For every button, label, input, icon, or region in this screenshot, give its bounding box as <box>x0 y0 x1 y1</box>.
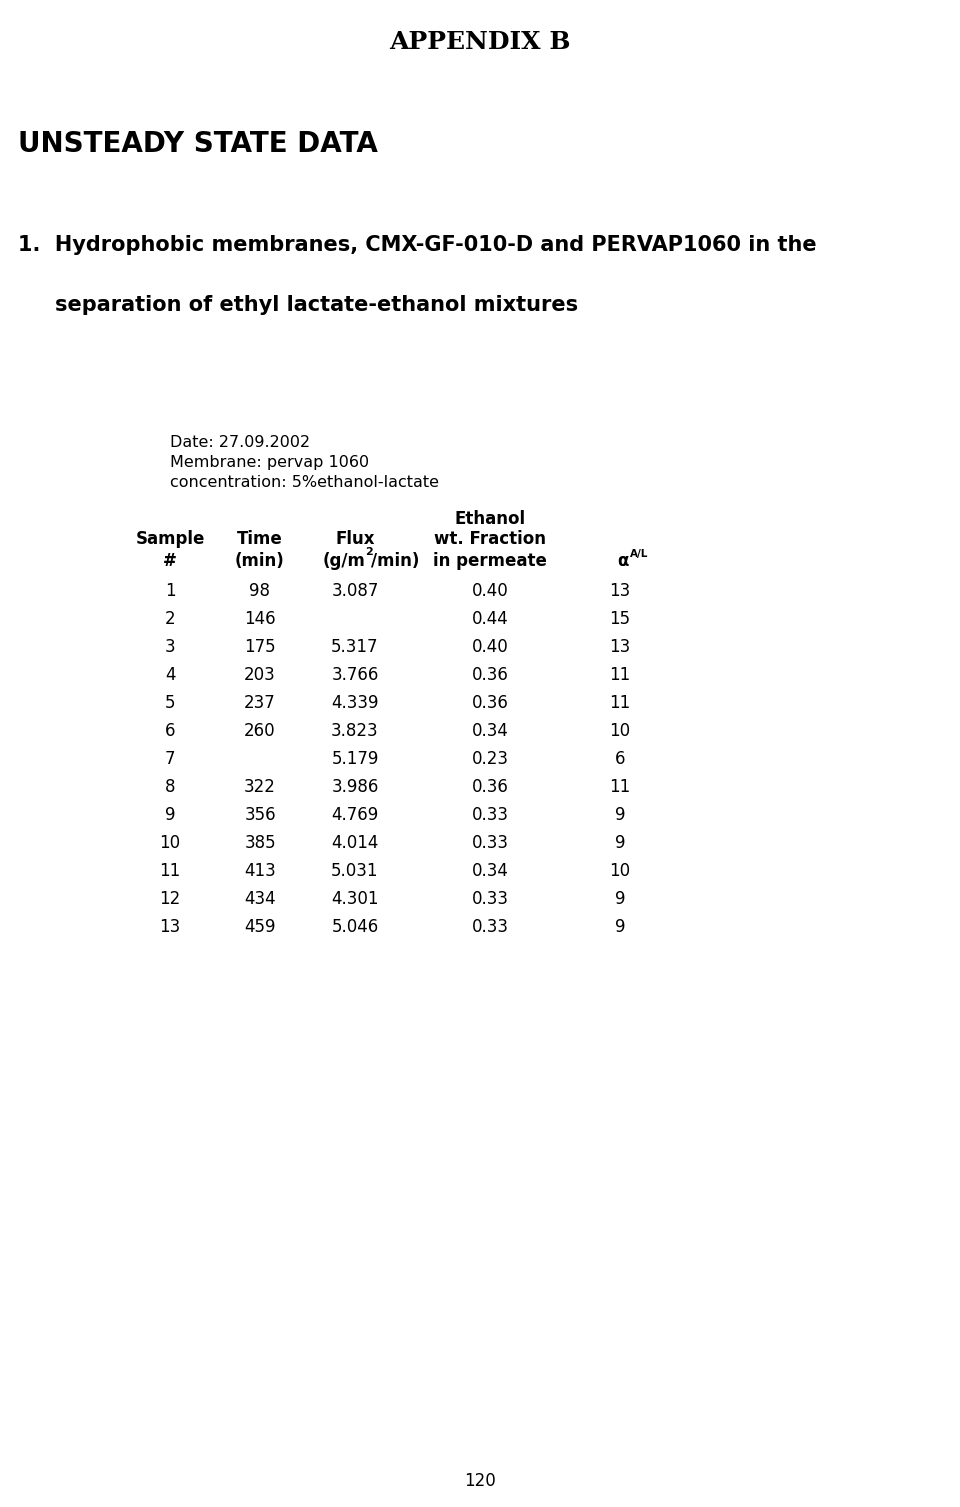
Text: 4: 4 <box>165 666 176 684</box>
Text: A/L: A/L <box>630 549 648 559</box>
Text: 203: 203 <box>244 666 276 684</box>
Text: 3.986: 3.986 <box>331 778 378 796</box>
Text: 385: 385 <box>244 833 276 851</box>
Text: 11: 11 <box>159 862 180 880</box>
Text: 5.031: 5.031 <box>331 862 379 880</box>
Text: in permeate: in permeate <box>433 552 547 570</box>
Text: 260: 260 <box>244 722 276 740</box>
Text: 9: 9 <box>614 891 625 909</box>
Text: 8: 8 <box>165 778 176 796</box>
Text: 434: 434 <box>244 891 276 909</box>
Text: 0.40: 0.40 <box>471 582 509 600</box>
Text: 4.339: 4.339 <box>331 695 379 711</box>
Text: 356: 356 <box>244 806 276 824</box>
Text: 4.301: 4.301 <box>331 891 379 909</box>
Text: /min): /min) <box>371 552 420 570</box>
Text: Time: Time <box>237 530 283 549</box>
Text: 1: 1 <box>165 582 176 600</box>
Text: 10: 10 <box>159 833 180 851</box>
Text: 237: 237 <box>244 695 276 711</box>
Text: 9: 9 <box>165 806 176 824</box>
Text: 0.44: 0.44 <box>471 610 509 628</box>
Text: 4.014: 4.014 <box>331 833 378 851</box>
Text: 6: 6 <box>165 722 176 740</box>
Text: 0.33: 0.33 <box>471 891 509 909</box>
Text: Ethanol: Ethanol <box>454 509 525 527</box>
Text: Membrane: pervap 1060: Membrane: pervap 1060 <box>170 455 370 470</box>
Text: 322: 322 <box>244 778 276 796</box>
Text: 5.179: 5.179 <box>331 750 378 769</box>
Text: 9: 9 <box>614 833 625 851</box>
Text: separation of ethyl lactate-ethanol mixtures: separation of ethyl lactate-ethanol mixt… <box>55 295 578 315</box>
Text: 7: 7 <box>165 750 176 769</box>
Text: 0.36: 0.36 <box>471 778 509 796</box>
Text: 2: 2 <box>165 610 176 628</box>
Text: Flux: Flux <box>335 530 374 549</box>
Text: 3.766: 3.766 <box>331 666 378 684</box>
Text: 10: 10 <box>610 862 631 880</box>
Text: 459: 459 <box>244 918 276 936</box>
Text: 0.34: 0.34 <box>471 862 509 880</box>
Text: 11: 11 <box>610 666 631 684</box>
Text: 146: 146 <box>244 610 276 628</box>
Text: 98: 98 <box>250 582 271 600</box>
Text: 9: 9 <box>614 918 625 936</box>
Text: 13: 13 <box>610 582 631 600</box>
Text: 11: 11 <box>610 778 631 796</box>
Text: Sample: Sample <box>135 530 204 549</box>
Text: α: α <box>617 552 629 570</box>
Text: 0.34: 0.34 <box>471 722 509 740</box>
Text: 0.33: 0.33 <box>471 918 509 936</box>
Text: 15: 15 <box>610 610 631 628</box>
Text: 13: 13 <box>159 918 180 936</box>
Text: 0.33: 0.33 <box>471 806 509 824</box>
Text: 0.33: 0.33 <box>471 833 509 851</box>
Text: 175: 175 <box>244 637 276 656</box>
Text: wt. Fraction: wt. Fraction <box>434 530 546 549</box>
Text: concentration: 5%ethanol-lactate: concentration: 5%ethanol-lactate <box>170 475 439 490</box>
Text: (g/m: (g/m <box>323 552 366 570</box>
Text: 13: 13 <box>610 637 631 656</box>
Text: 4.769: 4.769 <box>331 806 378 824</box>
Text: #: # <box>163 552 177 570</box>
Text: 413: 413 <box>244 862 276 880</box>
Text: 0.23: 0.23 <box>471 750 509 769</box>
Text: 11: 11 <box>610 695 631 711</box>
Text: 12: 12 <box>159 891 180 909</box>
Text: UNSTEADY STATE DATA: UNSTEADY STATE DATA <box>18 130 378 158</box>
Text: 0.40: 0.40 <box>471 637 509 656</box>
Text: 2: 2 <box>365 547 372 558</box>
Text: 3.087: 3.087 <box>331 582 378 600</box>
Text: 5: 5 <box>165 695 176 711</box>
Text: 120: 120 <box>464 1472 496 1490</box>
Text: (min): (min) <box>235 552 285 570</box>
Text: 3.823: 3.823 <box>331 722 379 740</box>
Text: 1.  Hydrophobic membranes, CMX-GF-010-D and PERVAP1060 in the: 1. Hydrophobic membranes, CMX-GF-010-D a… <box>18 235 817 255</box>
Text: APPENDIX B: APPENDIX B <box>389 30 571 54</box>
Text: 5.317: 5.317 <box>331 637 379 656</box>
Text: 10: 10 <box>610 722 631 740</box>
Text: 6: 6 <box>614 750 625 769</box>
Text: 5.046: 5.046 <box>331 918 378 936</box>
Text: 0.36: 0.36 <box>471 695 509 711</box>
Text: 9: 9 <box>614 806 625 824</box>
Text: 3: 3 <box>165 637 176 656</box>
Text: 0.36: 0.36 <box>471 666 509 684</box>
Text: Date: 27.09.2002: Date: 27.09.2002 <box>170 436 310 451</box>
